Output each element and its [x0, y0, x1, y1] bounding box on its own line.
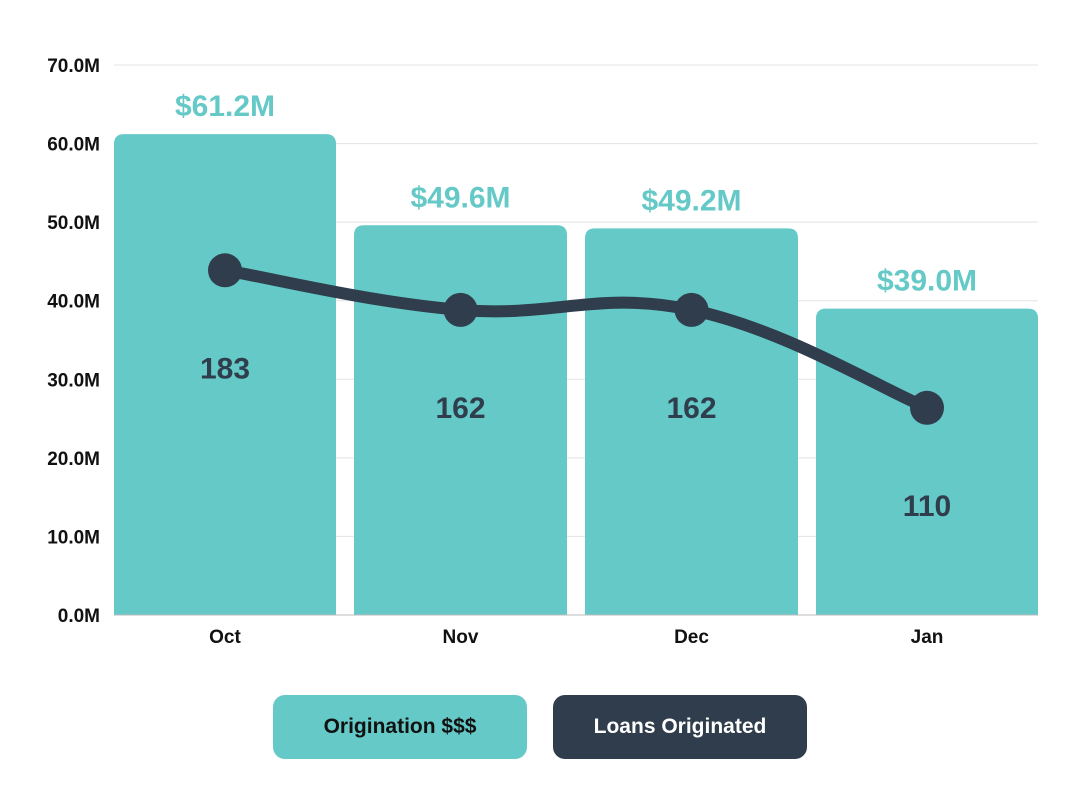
- bar-value-label: $49.6M: [410, 181, 510, 214]
- y-tick-label: 60.0M: [47, 135, 100, 156]
- x-tick-label: Jan: [911, 627, 944, 648]
- legend: Origination $$$ Loans Originated: [0, 695, 1080, 759]
- bar-oct: [114, 134, 336, 615]
- legend-label-loans: Loans Originated: [593, 715, 767, 738]
- bar-value-label: $49.2M: [641, 184, 741, 217]
- bar-value-label: $61.2M: [175, 90, 275, 123]
- x-tick-label: Dec: [674, 627, 709, 648]
- legend-item-origination[interactable]: Origination $$$: [273, 695, 527, 759]
- legend-label-origination: Origination $$$: [323, 715, 477, 738]
- x-tick-label: Oct: [209, 627, 241, 648]
- loans-point: [208, 253, 242, 288]
- loans-point: [910, 390, 944, 425]
- bar-nov: [354, 225, 567, 616]
- legend-item-loans[interactable]: Loans Originated: [553, 695, 807, 759]
- loans-point: [674, 292, 709, 327]
- x-tick-label: Nov: [443, 627, 479, 648]
- bar-jan: [816, 308, 1038, 615]
- y-tick-label: 0.0M: [58, 606, 100, 627]
- loans-count-label: 162: [666, 392, 716, 425]
- y-tick-label: 40.0M: [47, 292, 100, 313]
- bar-value-label: $39.0M: [877, 265, 977, 298]
- loans-count-label: 110: [903, 490, 951, 523]
- y-tick-label: 20.0M: [47, 449, 100, 470]
- y-tick-label: 10.0M: [47, 527, 100, 548]
- loans-line: [219, 264, 933, 414]
- y-tick-label: 30.0M: [47, 370, 100, 391]
- y-tick-label: 50.0M: [47, 213, 100, 234]
- combo-chart-svg: 0.0M 10.0M 20.0M 30.0M 40.0M 50.0M 60.0M 70.0M $…: [47, 56, 1038, 648]
- loans-count-label: 183: [200, 352, 250, 385]
- loans-point: [443, 292, 478, 327]
- loans-count-label: 162: [435, 392, 485, 425]
- y-tick-label: 70.0M: [47, 56, 100, 77]
